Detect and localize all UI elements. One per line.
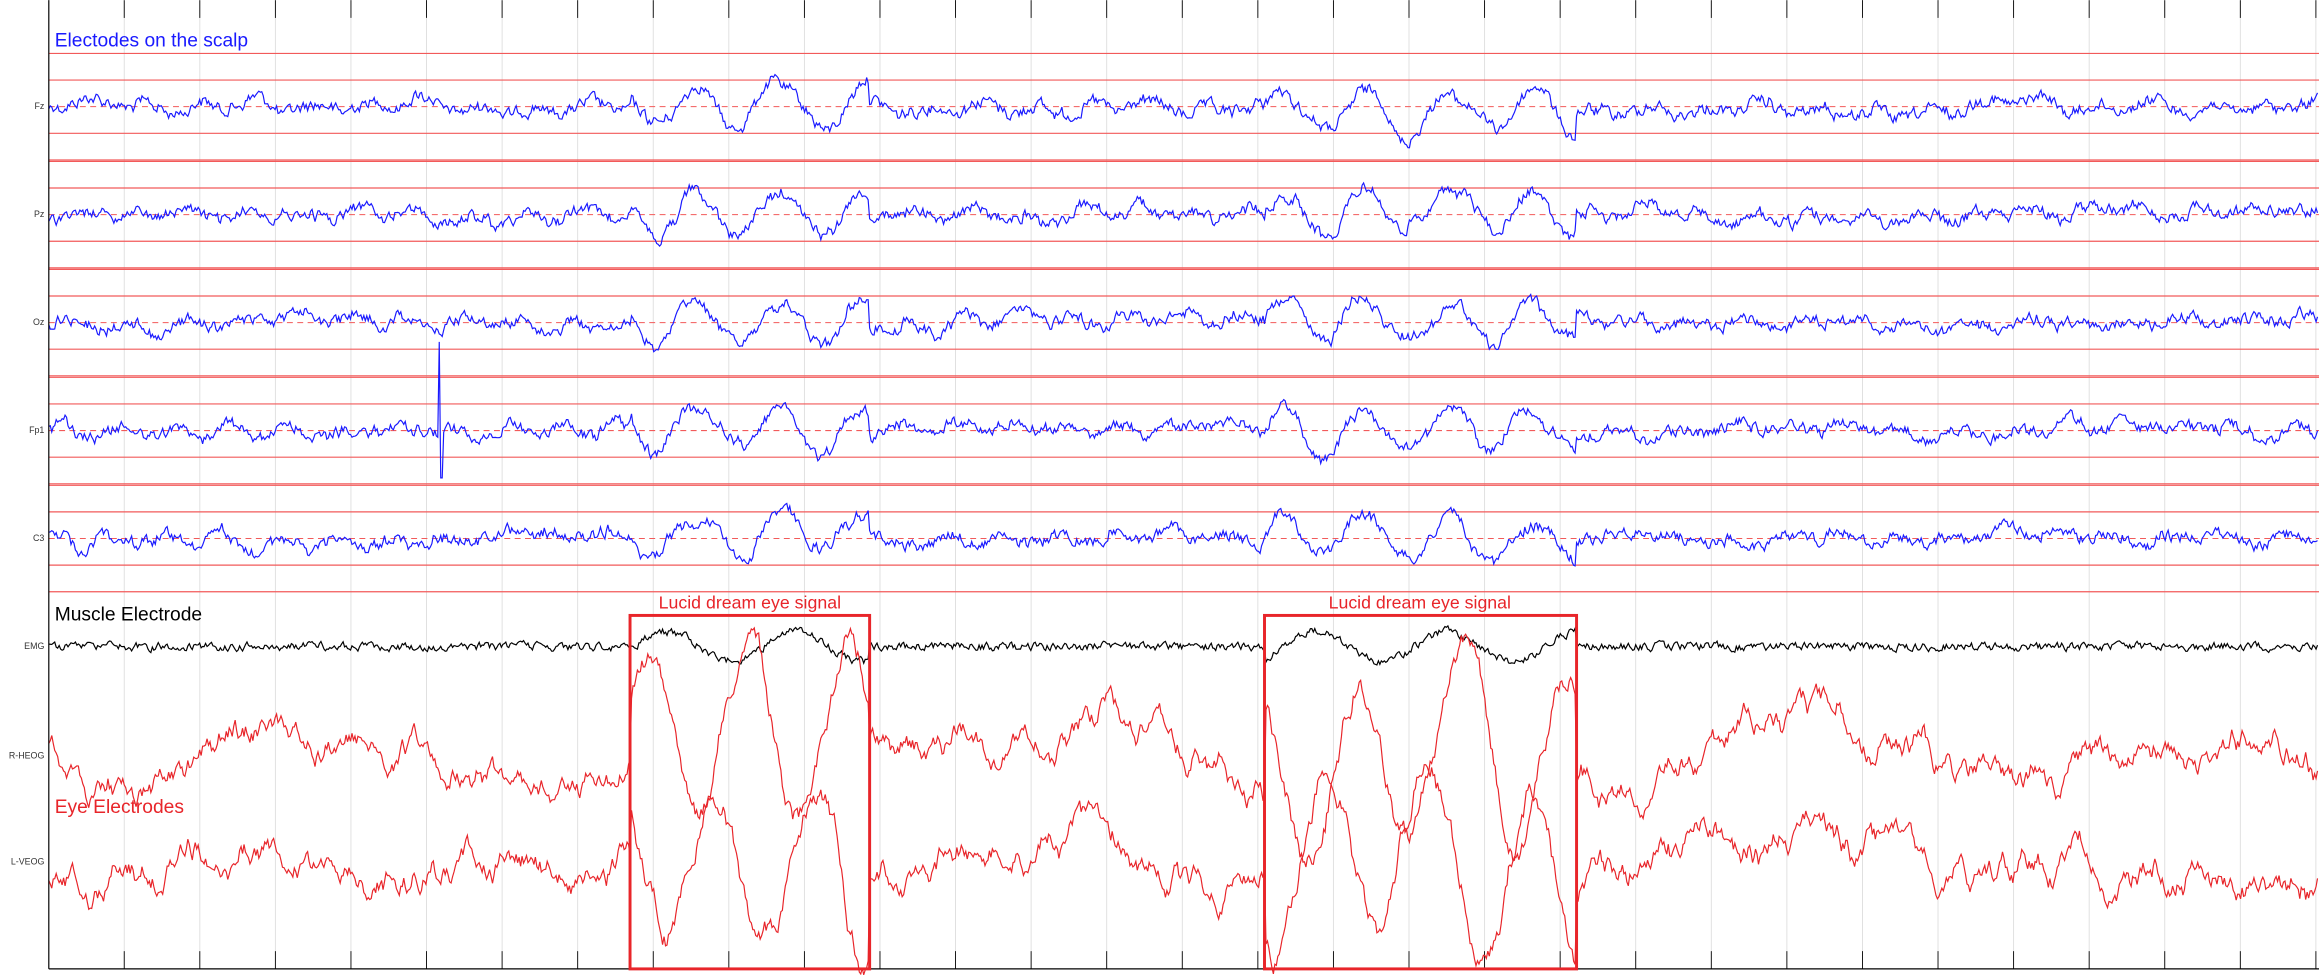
signal-trace (48, 624, 2319, 666)
channel-label: Fp1 (29, 425, 44, 435)
signal-trace (48, 181, 2319, 248)
annotation-label: Lucid dream eye signal (659, 592, 841, 612)
section-label: Eye Electrodes (55, 797, 184, 818)
section-label: Electodes on the scalp (55, 31, 248, 52)
channel-label: Fz (35, 101, 45, 111)
signal-trace (48, 764, 2319, 975)
annotation-box (628, 613, 872, 971)
channel-label: Pz (34, 209, 44, 219)
section-label: Muscle Electrode (55, 605, 202, 626)
signal-trace (48, 73, 2319, 149)
channel-label: Oz (33, 317, 44, 327)
channel-label: EMG (24, 641, 44, 651)
signal-trace (48, 502, 2318, 567)
annotation-label: Lucid dream eye signal (1329, 592, 1511, 612)
signal-trace (48, 341, 2319, 479)
annotation-box (1263, 613, 1579, 971)
channel-label: C3 (33, 533, 44, 543)
channel-label: R-HEOG (9, 750, 45, 760)
traces: Fz Pz Oz Fp1 C3 EMG R-HEOG L-VEOG (9, 73, 2319, 975)
grid (48, 0, 2319, 969)
signal-trace (48, 293, 2319, 353)
channel-label: L-VEOG (11, 857, 45, 867)
signal-trace (48, 626, 2319, 868)
